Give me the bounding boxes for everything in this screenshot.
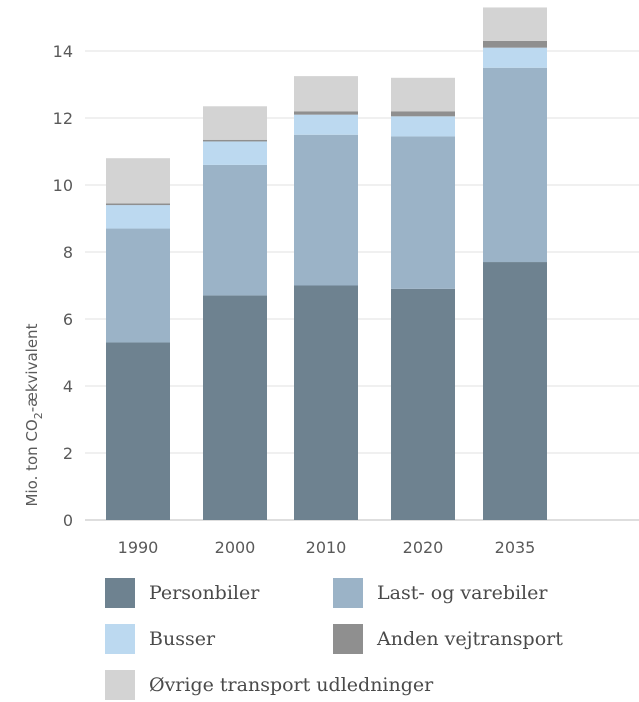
legend-swatch-busser — [105, 624, 135, 654]
legend-label-busser: Busser — [149, 628, 216, 650]
legend-swatch-ovrige-transport — [105, 670, 135, 700]
legend-label-personbiler: Personbiler — [149, 582, 260, 604]
x-tick-1990: 1990 — [118, 538, 159, 557]
legend-item-personbiler: Personbiler — [105, 578, 259, 608]
bar-2035-personbiler — [483, 262, 547, 520]
x-tick-2020: 2020 — [403, 538, 444, 557]
x-tick-2010: 2010 — [306, 538, 347, 557]
bar-1990-busser — [106, 205, 170, 229]
bar-2000-last-og-varebiler — [203, 164, 267, 296]
legend-swatch-anden-vejtransport — [333, 624, 363, 654]
bar-2035-last-og-varebiler — [483, 67, 547, 263]
y-tick-12: 12 — [53, 109, 73, 128]
bar-2020-anden-vejtransport — [391, 111, 455, 117]
y-tick-2: 2 — [63, 444, 73, 463]
bar-2010-last-og-varebiler — [294, 134, 358, 286]
bar-1990-øvrige-transport-udledninger — [106, 158, 170, 204]
bar-2000-øvrige-transport-udledninger — [203, 106, 267, 140]
bar-2020-busser — [391, 116, 455, 137]
bars — [106, 7, 547, 520]
y-tick-0: 0 — [63, 511, 73, 530]
legend-swatch-personbiler — [105, 578, 135, 608]
legend-item-last-og-varebiler: Last- og varebiler — [333, 578, 547, 608]
bar-2020-personbiler — [391, 288, 455, 520]
bar-2000-anden-vejtransport — [203, 139, 267, 142]
x-tick-labels: 1990 2000 2010 2020 2035 — [118, 538, 536, 557]
legend-swatch-last-og-varebiler — [333, 578, 363, 608]
bar-2000-personbiler — [203, 295, 267, 520]
bar-2010-busser — [294, 114, 358, 135]
bar-2010-anden-vejtransport — [294, 111, 358, 115]
bar-2020-last-og-varebiler — [391, 136, 455, 289]
bar-1990-anden-vejtransport — [106, 203, 170, 206]
legend-label-anden-vejtransport: Anden vejtransport — [377, 628, 563, 650]
y-tick-4: 4 — [63, 377, 73, 396]
bar-2035-øvrige-transport-udledninger — [483, 7, 547, 41]
y-tick-10: 10 — [53, 176, 73, 195]
bar-2035-anden-vejtransport — [483, 40, 547, 48]
bar-2010-personbiler — [294, 285, 358, 520]
legend-label-ovrige-transport: Øvrige transport udledninger — [149, 674, 434, 696]
legend-item-busser: Busser — [105, 624, 215, 654]
x-tick-2000: 2000 — [215, 538, 256, 557]
bar-2035-busser — [483, 47, 547, 68]
legend-item-anden-vejtransport: Anden vejtransport — [333, 624, 563, 654]
bar-1990-personbiler — [106, 342, 170, 520]
bar-2010-øvrige-transport-udledninger — [294, 76, 358, 112]
bar-1990-last-og-varebiler — [106, 228, 170, 343]
legend-item-ovrige-transport: Øvrige transport udledninger — [105, 670, 433, 700]
grid-lines — [85, 50, 639, 521]
y-axis-label: Mio. ton CO2-ækvivalent — [23, 323, 45, 506]
y-tick-8: 8 — [63, 243, 73, 262]
stacked-bar-chart: 0 2 4 6 8 10 12 14 1990 2000 2010 2020 2035 Mio. to… — [23, 7, 639, 557]
y-tick-6: 6 — [63, 310, 73, 329]
legend-label-last-og-varebiler: Last- og varebiler — [377, 582, 548, 604]
y-tick-labels: 0 2 4 6 8 10 12 14 — [53, 42, 73, 530]
x-tick-2035: 2035 — [495, 538, 536, 557]
bar-2020-øvrige-transport-udledninger — [391, 77, 455, 112]
bar-2000-busser — [203, 141, 267, 165]
y-tick-14: 14 — [53, 42, 73, 61]
